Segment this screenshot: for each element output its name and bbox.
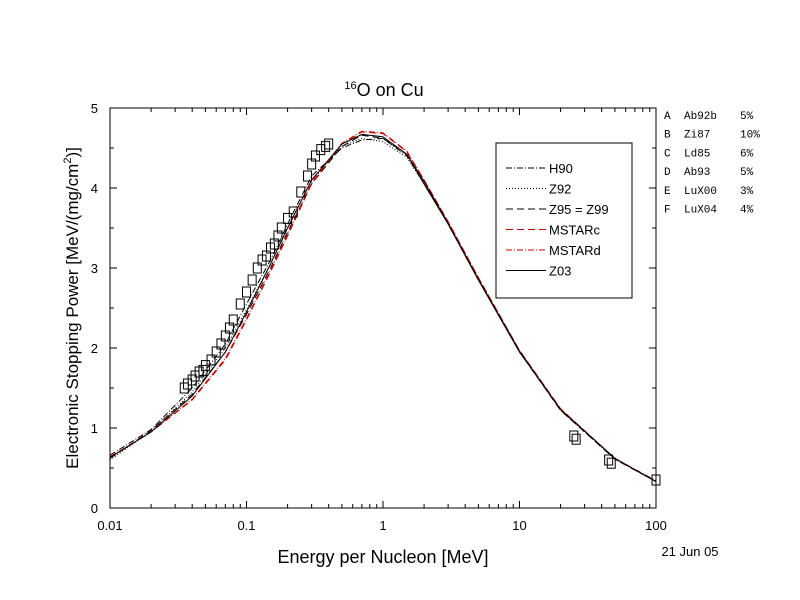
y-tick-label: 0 [91, 501, 98, 516]
y-axis-label-main: Electronic Stopping Power [MeV/(mg/cm [63, 164, 82, 469]
data-point-marker [303, 170, 313, 182]
x-tick-label: 0.1 [237, 518, 255, 533]
dataset-letter: D [664, 167, 671, 179]
dataset-error: 3% [740, 186, 754, 198]
dataset-error: 6% [740, 148, 754, 160]
data-point-marker [324, 138, 334, 150]
data-point-marker [206, 354, 216, 366]
dataset-reference-list: A Ab92b 5% B Zi87 10% C Ld85 6% D Ab93 5% E LuX00 3% F L… [664, 111, 760, 217]
legend-box [495, 142, 633, 299]
dataset-ref: Ld85 [684, 148, 710, 160]
data-point-marker [179, 382, 189, 394]
data-point-marker [252, 262, 262, 274]
series-line-z03 [109, 133, 657, 483]
data-point-marker [247, 274, 257, 286]
y-tick-label: 3 [91, 261, 98, 276]
data-point-marker [242, 286, 251, 298]
data-point-marker [571, 433, 581, 445]
dataset-letter: B [664, 130, 671, 142]
y-tick-label: 2 [91, 341, 98, 356]
y-tick-label: 4 [91, 181, 98, 196]
dataset-letter: C [664, 148, 671, 160]
legend: H90 Z92 Z95 = Z99 MSTARc MSTARd Z03 [506, 161, 609, 279]
x-axis-label: Energy per Nucleon [MeV] [277, 547, 488, 567]
dataset-ref: Zi87 [684, 130, 710, 142]
dataset-error: 5% [740, 111, 754, 123]
title-superscript: 16 [344, 80, 356, 92]
y-axis-label-sup: 2 [62, 158, 74, 164]
legend-label: Z95 = Z99 [549, 202, 609, 217]
data-point-marker [228, 314, 238, 326]
data-point-marker [187, 374, 197, 386]
title-text: O on Cu [357, 80, 424, 100]
data-point-marker [200, 360, 210, 372]
data-point-marker [651, 474, 661, 486]
axis-tick-labels: 0.01 0.1 1 10 100 0 1 2 3 4 5 [91, 101, 667, 533]
data-point-marker [276, 222, 286, 234]
series-line-mstarc [109, 131, 657, 483]
dataset-letter: F [664, 205, 671, 217]
data-point-marker [211, 346, 221, 358]
dataset-error: 10% [740, 130, 760, 142]
dataset-ref: LuX00 [684, 186, 717, 198]
dataset-error: 5% [740, 167, 754, 179]
dataset-ref: Ab92b [684, 111, 717, 123]
series-line-mstard [109, 130, 657, 483]
x-tick-label: 10 [512, 518, 526, 533]
y-axis-label: Electronic Stopping Power [MeV/(mg/cm2)] [62, 147, 82, 469]
data-point-marker [283, 212, 293, 224]
dataset-letter: E [664, 186, 671, 198]
legend-label: MSTARc [549, 223, 601, 238]
data-point-marker [183, 378, 193, 390]
data-point-marker [316, 144, 326, 156]
dataset-letter: A [664, 111, 671, 123]
x-tick-label: 100 [645, 518, 667, 533]
date-stamp: 21 Jun 05 [661, 544, 718, 559]
data-point-marker [321, 140, 331, 152]
data-point-marker [273, 230, 283, 242]
chart-title: 16O on Cu [344, 80, 423, 100]
dataset-error: 4% [740, 205, 754, 217]
dataset-ref: LuX04 [684, 205, 717, 217]
data-point-marker [235, 298, 245, 310]
experimental-data-points [179, 138, 661, 486]
legend-label: Z92 [549, 182, 571, 197]
y-axis-label-tail: )] [63, 147, 82, 157]
x-tick-label: 0.01 [97, 518, 122, 533]
y-tick-label: 1 [91, 421, 98, 436]
legend-label: MSTARd [549, 243, 601, 258]
data-point-marker [288, 206, 298, 218]
data-point-marker [310, 150, 320, 162]
dataset-ref: Ab93 [684, 167, 710, 179]
data-point-marker [569, 430, 579, 442]
legend-label: H90 [549, 161, 573, 176]
data-point-marker [296, 186, 306, 198]
x-tick-label: 1 [379, 518, 386, 533]
axis-ticks [109, 107, 657, 509]
data-point-marker [604, 454, 614, 466]
legend-label: Z03 [549, 264, 571, 279]
y-tick-label: 5 [91, 101, 98, 116]
data-point-marker [606, 457, 616, 469]
